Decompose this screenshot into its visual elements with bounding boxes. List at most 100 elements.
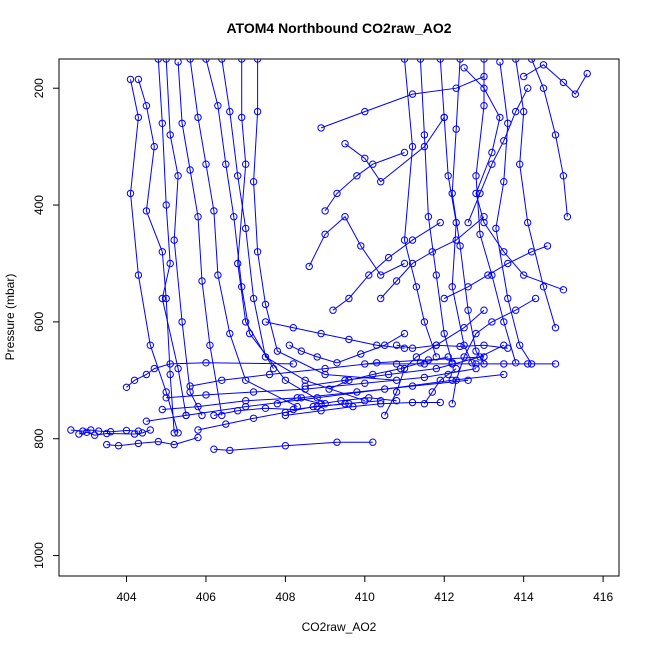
data-series [186,353,488,390]
data-point [249,414,258,422]
data-point [134,113,143,122]
data-point [428,248,436,256]
series-line [129,79,179,434]
series-line [165,59,203,416]
series-line [189,59,298,408]
data-point [365,394,373,402]
data-point [392,397,401,405]
data-point [138,429,147,437]
data-series [122,359,297,391]
data-point [353,172,361,180]
data-point [261,318,270,326]
data-point [166,259,174,268]
data-point [400,236,409,244]
data-point [333,189,341,198]
x-tick-label: 410 [355,590,375,604]
data-point [460,353,468,361]
data-point [289,324,297,332]
data-point [468,359,476,367]
data-point [456,242,464,250]
data-point [67,426,75,434]
data-point [377,294,385,303]
data-point [313,353,321,361]
data-point [134,439,143,448]
data-point [321,364,329,373]
data-series [361,360,560,368]
series-line [205,59,326,405]
data-point [321,370,329,379]
data-series [472,59,520,367]
data-point [226,446,234,455]
data-point [524,360,532,368]
data-point [273,400,282,408]
data-point [146,341,155,349]
data-point [460,324,468,332]
data-point [87,426,95,434]
data-point [440,113,448,122]
data-point [194,113,202,122]
data-point [329,306,337,314]
series-line [146,374,504,422]
data-point [222,160,230,168]
data-point [321,230,329,239]
data-point [341,140,349,148]
data-point [114,442,123,450]
data-series [210,438,377,455]
data-point [249,178,258,186]
y-tick-label: 800 [32,428,46,448]
data-point [369,370,377,379]
series-line [177,61,223,416]
series-line [467,87,529,223]
data-series [194,400,353,434]
data-point [400,259,409,268]
data-point [142,207,151,215]
chart-title: ATOM4 Northbound CO2raw_AO2 [226,20,451,36]
series-line [419,59,453,363]
data-point [345,335,353,344]
data-point [480,84,488,92]
data-point [75,430,83,438]
data-point [563,213,572,221]
data-point [500,360,508,368]
data-point [234,259,242,268]
data-point [134,271,143,279]
data-point [202,59,210,63]
data-point [214,102,222,110]
data-point [377,400,385,408]
data-point [269,364,278,373]
data-point [210,207,218,215]
data-point [392,341,401,349]
data-point [142,417,151,425]
data-point [361,379,369,387]
x-tick-label: 406 [196,590,216,604]
data-point [488,160,496,168]
data-series [317,72,488,132]
data-point [142,370,151,379]
data-point [170,440,178,449]
data-point [476,230,484,239]
data-point [400,344,409,352]
series-line [396,344,508,349]
data-point [424,356,433,364]
data-point [420,360,429,368]
data-series [218,59,369,405]
data-point [345,376,353,384]
data-point [496,59,504,66]
data-point [392,388,401,396]
series-line [308,215,405,276]
data-point [234,172,242,180]
data-point [412,283,421,291]
data-series [158,376,472,414]
data-point [504,294,512,303]
data-point [559,78,568,87]
data-point [408,142,417,151]
data-series [448,59,488,368]
y-axis: 200 400 600 800 1000 [32,78,59,569]
data-point [194,213,202,221]
data-point [361,154,369,163]
series-line [289,333,405,364]
x-tick-label: 416 [593,590,613,604]
data-point [551,324,560,332]
data-point [162,294,170,303]
